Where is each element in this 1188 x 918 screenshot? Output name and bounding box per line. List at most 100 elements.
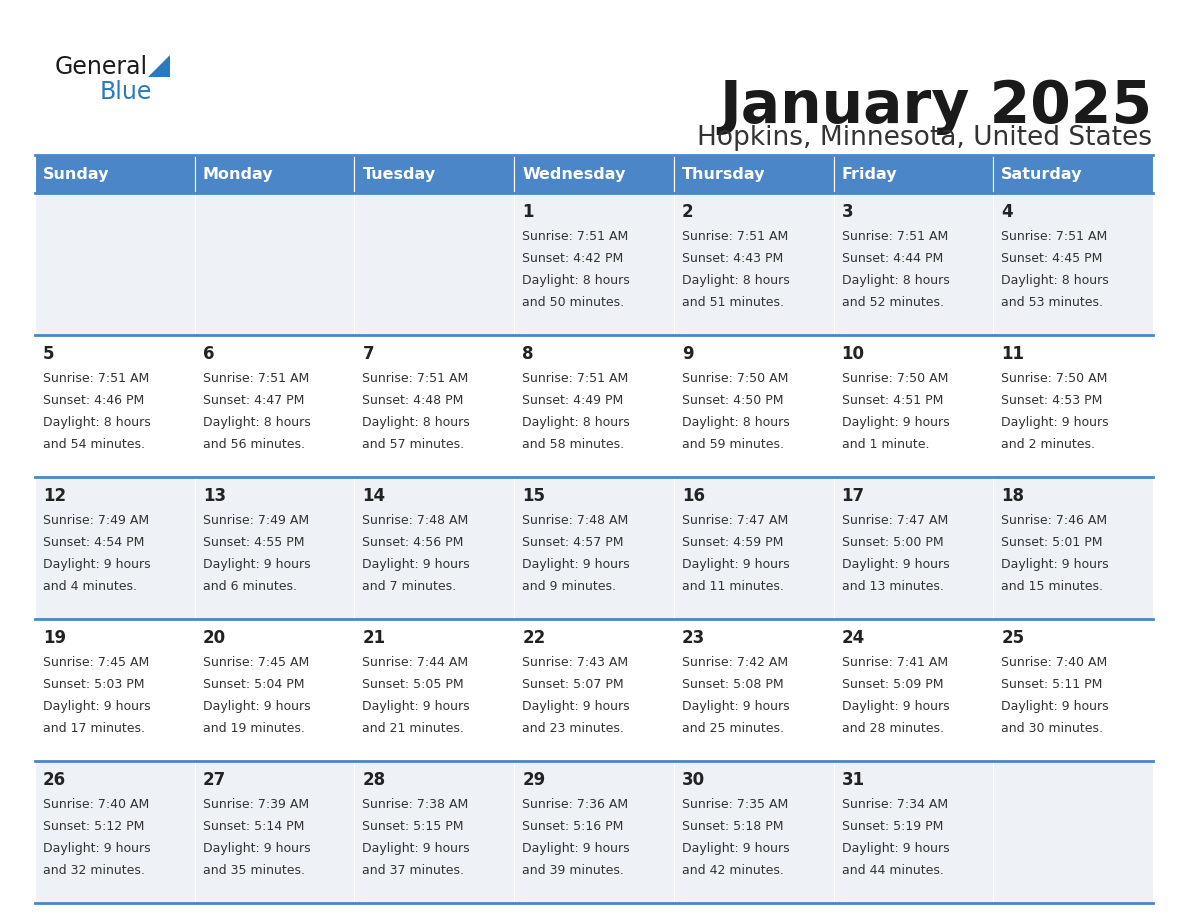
Text: Sunrise: 7:51 AM: Sunrise: 7:51 AM	[362, 372, 468, 385]
Bar	[514, 155, 674, 193]
Bar	[195, 477, 354, 619]
Text: Daylight: 9 hours: Daylight: 9 hours	[523, 558, 630, 571]
Text: 27: 27	[203, 771, 226, 789]
Bar	[674, 619, 834, 761]
Text: and 15 minutes.: and 15 minutes.	[1001, 580, 1104, 593]
Bar	[34, 761, 195, 903]
Text: Daylight: 8 hours: Daylight: 8 hours	[362, 416, 470, 429]
Text: Daylight: 9 hours: Daylight: 9 hours	[43, 558, 151, 571]
Text: Sunrise: 7:51 AM: Sunrise: 7:51 AM	[523, 230, 628, 243]
Text: Sunrise: 7:40 AM: Sunrise: 7:40 AM	[1001, 656, 1107, 669]
Text: Wednesday: Wednesday	[523, 166, 626, 182]
Text: Sunset: 5:14 PM: Sunset: 5:14 PM	[203, 820, 304, 833]
Bar	[834, 477, 993, 619]
Text: Daylight: 9 hours: Daylight: 9 hours	[1001, 558, 1108, 571]
Text: 14: 14	[362, 487, 386, 505]
Text: Sunrise: 7:34 AM: Sunrise: 7:34 AM	[841, 798, 948, 811]
Text: and 17 minutes.: and 17 minutes.	[43, 722, 145, 735]
Text: Sunset: 5:12 PM: Sunset: 5:12 PM	[43, 820, 145, 833]
Text: Sunrise: 7:35 AM: Sunrise: 7:35 AM	[682, 798, 788, 811]
Text: Daylight: 9 hours: Daylight: 9 hours	[43, 842, 151, 855]
Text: Sunrise: 7:51 AM: Sunrise: 7:51 AM	[203, 372, 309, 385]
Text: Daylight: 9 hours: Daylight: 9 hours	[1001, 416, 1108, 429]
Bar	[514, 193, 674, 335]
Text: and 13 minutes.: and 13 minutes.	[841, 580, 943, 593]
Bar	[993, 155, 1154, 193]
Text: 22: 22	[523, 629, 545, 647]
Text: Sunset: 4:43 PM: Sunset: 4:43 PM	[682, 252, 783, 265]
Text: Sunset: 4:45 PM: Sunset: 4:45 PM	[1001, 252, 1102, 265]
Text: Daylight: 8 hours: Daylight: 8 hours	[682, 416, 790, 429]
Text: Daylight: 9 hours: Daylight: 9 hours	[523, 700, 630, 713]
Text: Sunrise: 7:50 AM: Sunrise: 7:50 AM	[841, 372, 948, 385]
Text: Sunrise: 7:38 AM: Sunrise: 7:38 AM	[362, 798, 468, 811]
Text: and 44 minutes.: and 44 minutes.	[841, 864, 943, 877]
Text: 3: 3	[841, 203, 853, 221]
Text: Daylight: 9 hours: Daylight: 9 hours	[203, 558, 310, 571]
Text: and 30 minutes.: and 30 minutes.	[1001, 722, 1104, 735]
Text: Sunrise: 7:50 AM: Sunrise: 7:50 AM	[1001, 372, 1107, 385]
Bar	[34, 477, 195, 619]
Text: Sunrise: 7:43 AM: Sunrise: 7:43 AM	[523, 656, 628, 669]
Text: Sunset: 4:42 PM: Sunset: 4:42 PM	[523, 252, 624, 265]
Bar	[674, 193, 834, 335]
Bar	[195, 619, 354, 761]
Text: and 39 minutes.: and 39 minutes.	[523, 864, 624, 877]
Text: and 37 minutes.: and 37 minutes.	[362, 864, 465, 877]
Text: Sunrise: 7:41 AM: Sunrise: 7:41 AM	[841, 656, 948, 669]
Text: Sunrise: 7:42 AM: Sunrise: 7:42 AM	[682, 656, 788, 669]
Bar	[834, 193, 993, 335]
Text: Monday: Monday	[203, 166, 273, 182]
Text: General: General	[55, 55, 148, 79]
Text: Sunset: 4:49 PM: Sunset: 4:49 PM	[523, 394, 624, 407]
Text: and 1 minute.: and 1 minute.	[841, 438, 929, 451]
Bar	[674, 155, 834, 193]
Text: Blue: Blue	[100, 80, 152, 104]
Text: Sunrise: 7:48 AM: Sunrise: 7:48 AM	[362, 514, 468, 527]
Text: Daylight: 9 hours: Daylight: 9 hours	[203, 700, 310, 713]
Text: Daylight: 8 hours: Daylight: 8 hours	[523, 416, 630, 429]
Text: 21: 21	[362, 629, 386, 647]
Text: and 2 minutes.: and 2 minutes.	[1001, 438, 1095, 451]
Text: Sunrise: 7:48 AM: Sunrise: 7:48 AM	[523, 514, 628, 527]
Text: Daylight: 9 hours: Daylight: 9 hours	[682, 842, 790, 855]
Text: 26: 26	[43, 771, 67, 789]
Text: Tuesday: Tuesday	[362, 166, 436, 182]
Text: and 11 minutes.: and 11 minutes.	[682, 580, 784, 593]
Text: 15: 15	[523, 487, 545, 505]
Text: 13: 13	[203, 487, 226, 505]
Bar	[674, 761, 834, 903]
Text: and 21 minutes.: and 21 minutes.	[362, 722, 465, 735]
Text: Daylight: 9 hours: Daylight: 9 hours	[362, 842, 470, 855]
Text: Sunset: 5:11 PM: Sunset: 5:11 PM	[1001, 677, 1102, 691]
Bar	[514, 335, 674, 477]
Text: Sunset: 4:54 PM: Sunset: 4:54 PM	[43, 536, 145, 549]
Text: and 7 minutes.: and 7 minutes.	[362, 580, 456, 593]
Text: 24: 24	[841, 629, 865, 647]
Bar	[674, 335, 834, 477]
Bar	[354, 619, 514, 761]
Text: and 28 minutes.: and 28 minutes.	[841, 722, 943, 735]
Text: Daylight: 9 hours: Daylight: 9 hours	[523, 842, 630, 855]
Text: Daylight: 8 hours: Daylight: 8 hours	[841, 274, 949, 287]
Text: 11: 11	[1001, 345, 1024, 363]
Text: 2: 2	[682, 203, 694, 221]
Bar	[34, 193, 195, 335]
Text: Sunset: 4:51 PM: Sunset: 4:51 PM	[841, 394, 943, 407]
Text: Sunset: 4:56 PM: Sunset: 4:56 PM	[362, 536, 463, 549]
Bar	[993, 761, 1154, 903]
Text: Sunset: 4:55 PM: Sunset: 4:55 PM	[203, 536, 304, 549]
Bar	[834, 619, 993, 761]
Text: 16: 16	[682, 487, 704, 505]
Text: and 53 minutes.: and 53 minutes.	[1001, 296, 1104, 309]
Text: Sunset: 5:01 PM: Sunset: 5:01 PM	[1001, 536, 1102, 549]
Text: Sunrise: 7:51 AM: Sunrise: 7:51 AM	[523, 372, 628, 385]
Bar	[514, 619, 674, 761]
Bar	[834, 335, 993, 477]
Bar	[993, 193, 1154, 335]
Text: Sunrise: 7:44 AM: Sunrise: 7:44 AM	[362, 656, 468, 669]
Text: and 35 minutes.: and 35 minutes.	[203, 864, 304, 877]
Text: and 51 minutes.: and 51 minutes.	[682, 296, 784, 309]
Text: Daylight: 9 hours: Daylight: 9 hours	[362, 700, 470, 713]
Text: 7: 7	[362, 345, 374, 363]
